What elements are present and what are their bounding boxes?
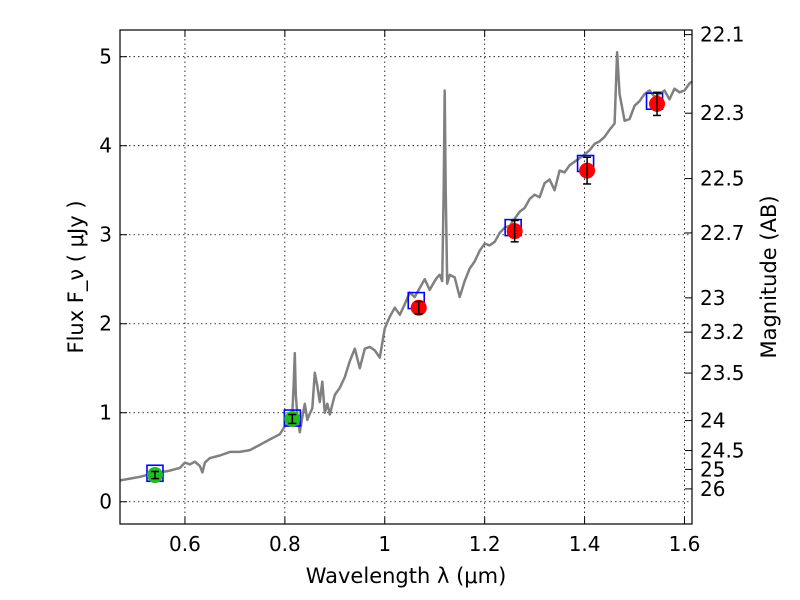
spectrum-line xyxy=(119,51,693,482)
mag-tick-label: 22.1 xyxy=(700,23,745,47)
mag-tick-label: 24 xyxy=(700,409,725,433)
y-tick-label: 0 xyxy=(99,490,112,514)
mag-tick-label: 22.3 xyxy=(700,101,745,125)
mag-tick-label: 23.2 xyxy=(700,320,745,344)
mag-tick-label: 23.5 xyxy=(700,361,745,385)
y-tick-label: 3 xyxy=(99,223,112,247)
y-tick-label: 4 xyxy=(99,134,112,158)
x-axis-label: Wavelength λ (μm) xyxy=(306,564,507,588)
plot-area xyxy=(119,51,693,484)
right-axis-label: Magnitude (AB) xyxy=(757,195,781,358)
y-tick-label: 5 xyxy=(99,45,112,69)
x-tick-label: 1 xyxy=(378,532,391,556)
y-tick-label: 2 xyxy=(99,312,112,336)
mag-tick-label: 24.5 xyxy=(700,439,745,463)
x-tick-label: 1.6 xyxy=(669,532,701,556)
grid xyxy=(120,30,692,524)
y-axis-label: Flux F_ν ( μJy ) xyxy=(64,200,89,353)
mag-tick-label: 26 xyxy=(700,477,725,501)
axis-ticks: 0.6 0.8 1 1.2 1.4 1.601234522.122.322.522.723… xyxy=(99,23,744,556)
x-tick-label: 0.6 xyxy=(169,532,201,556)
plot-frame xyxy=(119,29,693,525)
x-tick-label: 1.2 xyxy=(469,532,501,556)
mag-tick-label: 22.7 xyxy=(700,221,745,245)
x-tick-label: 0.8 xyxy=(269,532,301,556)
mag-tick-label: 23 xyxy=(700,286,725,310)
mag-tick-label: 22.5 xyxy=(700,167,745,191)
y-tick-label: 1 xyxy=(99,401,112,425)
mag-tick-label: 25 xyxy=(700,457,725,481)
x-tick-label: 1.4 xyxy=(569,532,601,556)
